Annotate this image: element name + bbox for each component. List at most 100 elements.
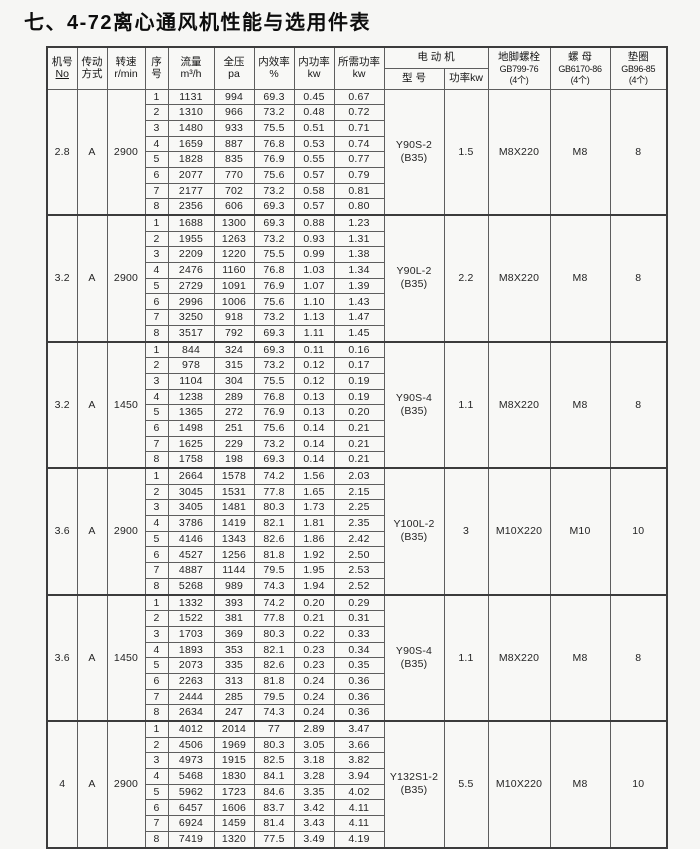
col-header-drive: 传动 方式 bbox=[76, 46, 108, 90]
internal-power-cell: 3.49 bbox=[293, 830, 335, 849]
efficiency-cell: 77 bbox=[253, 719, 295, 738]
flow-cell: 6457 bbox=[167, 799, 215, 817]
required-power-cell: 4.11 bbox=[333, 815, 385, 832]
required-power-cell: 0.21 bbox=[333, 435, 385, 453]
internal-power-cell: 0.23 bbox=[293, 657, 335, 674]
efficiency-cell: 74.3 bbox=[253, 577, 295, 596]
motor-model-cell: Y90S-4 (B35) bbox=[383, 340, 445, 469]
flow-cell: 4146 bbox=[167, 530, 215, 548]
flow-cell: 3786 bbox=[167, 515, 215, 532]
pressure-cell: 1263 bbox=[213, 230, 255, 248]
required-power-cell: 3.94 bbox=[333, 768, 385, 785]
table-row: 5 2729 1091 76.9 1.07 1.39 bbox=[47, 277, 667, 295]
flow-cell: 2634 bbox=[167, 704, 215, 722]
internal-power-cell: 1.56 bbox=[293, 466, 335, 485]
internal-power-cell: 1.92 bbox=[293, 546, 335, 564]
efficiency-cell: 73.2 bbox=[253, 435, 295, 453]
col-header-required-power: 所需功率 kw bbox=[333, 46, 385, 90]
washer-cell: 8 bbox=[609, 340, 668, 469]
pressure-cell: 285 bbox=[213, 688, 255, 706]
pressure-cell: 1343 bbox=[213, 530, 255, 548]
efficiency-cell: 75.6 bbox=[253, 419, 295, 437]
internal-power-cell: 0.20 bbox=[293, 593, 335, 612]
pressure-cell: 304 bbox=[213, 372, 255, 390]
seq-cell: 1 bbox=[144, 719, 169, 738]
pressure-cell: 1915 bbox=[213, 752, 255, 770]
flow-cell: 3405 bbox=[167, 499, 215, 517]
pressure-cell: 272 bbox=[213, 404, 255, 421]
pressure-cell: 1320 bbox=[213, 830, 255, 849]
table-row: 3 3405 1481 80.3 1.73 2.25 bbox=[47, 499, 667, 517]
efficiency-cell: 75.5 bbox=[253, 372, 295, 390]
efficiency-cell: 76.9 bbox=[253, 277, 295, 295]
table-row: 3 1104 304 75.5 0.12 0.19 bbox=[47, 372, 667, 390]
seq-cell: 4 bbox=[144, 641, 169, 659]
motor-model-text: Y132S1-2 bbox=[389, 771, 439, 784]
machine-no-cell: 3.6 bbox=[46, 467, 78, 595]
pressure-cell: 966 bbox=[213, 104, 255, 121]
required-power-cell: 3.66 bbox=[333, 736, 385, 754]
table-row: 3.6 A 1450 1 1332 393 74.2 0.20 0.29 Y90S-4 (B35) 1… bbox=[46, 593, 668, 722]
seq-cell: 5 bbox=[144, 404, 169, 421]
internal-power-cell: 1.95 bbox=[293, 562, 335, 579]
flow-cell: 2263 bbox=[167, 672, 215, 690]
flow-cell: 1480 bbox=[167, 119, 215, 137]
internal-power-cell: 0.57 bbox=[293, 198, 335, 216]
required-power-cell: 0.79 bbox=[333, 166, 385, 184]
machine-no-cell: 3.2 bbox=[46, 340, 78, 469]
required-power-cell: 1.39 bbox=[333, 277, 385, 295]
efficiency-cell: 76.9 bbox=[253, 151, 295, 168]
seq-cell: 2 bbox=[144, 610, 169, 627]
flow-cell: 4973 bbox=[167, 752, 215, 770]
seq-cell: 5 bbox=[144, 277, 169, 295]
internal-power-cell: 2.89 bbox=[293, 719, 335, 738]
flow-cell: 1498 bbox=[167, 419, 215, 437]
drive-cell: A bbox=[76, 467, 108, 595]
speed-cell: 2900 bbox=[106, 214, 146, 342]
seq-cell: 3 bbox=[144, 119, 169, 137]
efficiency-cell: 75.6 bbox=[253, 293, 295, 311]
seq-cell: 1 bbox=[144, 466, 169, 485]
pressure-cell: 381 bbox=[213, 610, 255, 627]
pressure-cell: 1256 bbox=[213, 546, 255, 564]
motor-model-text: Y90S-4 bbox=[395, 391, 433, 404]
pressure-cell: 1220 bbox=[213, 246, 255, 264]
motor-power-cell: 5.5 bbox=[443, 720, 489, 848]
efficiency-cell: 83.7 bbox=[253, 799, 295, 817]
internal-power-cell: 0.13 bbox=[293, 404, 335, 421]
efficiency-cell: 73.2 bbox=[253, 357, 295, 374]
drive-cell: A bbox=[76, 214, 108, 342]
table-row: 2 4506 1969 80.3 3.05 3.66 bbox=[47, 736, 667, 754]
page-title: 七、4-72离心通风机性能与选用件表 bbox=[24, 12, 372, 34]
speed-cell: 1450 bbox=[106, 340, 146, 469]
required-power-cell: 3.47 bbox=[333, 719, 385, 738]
required-power-cell: 2.15 bbox=[333, 483, 385, 501]
table-row: 5 1828 835 76.9 0.55 0.77 bbox=[47, 151, 667, 168]
flow-cell: 2356 bbox=[167, 198, 215, 216]
motor-model-cell: Y90L-2 (B35) bbox=[383, 214, 445, 342]
internal-power-cell: 0.14 bbox=[293, 451, 335, 469]
seq-cell: 2 bbox=[144, 483, 169, 501]
required-power-cell: 2.52 bbox=[333, 577, 385, 596]
efficiency-cell: 73.2 bbox=[253, 104, 295, 121]
efficiency-cell: 81.8 bbox=[253, 672, 295, 690]
seq-cell: 2 bbox=[144, 230, 169, 248]
fan-performance-table: 机号 No 传动 方式 转速 r/min 序 号 流量 m³/h 全压 pa bbox=[46, 46, 668, 849]
table-row: 3 1703 369 80.3 0.22 0.33 bbox=[47, 625, 667, 643]
internal-power-cell: 0.13 bbox=[293, 388, 335, 406]
flow-cell: 1703 bbox=[167, 625, 215, 643]
required-power-cell: 0.72 bbox=[333, 104, 385, 121]
flow-cell: 5962 bbox=[167, 783, 215, 801]
efficiency-cell: 73.2 bbox=[253, 182, 295, 200]
col-header-motor-model: 型 号 bbox=[383, 67, 445, 90]
seq-cell: 4 bbox=[144, 135, 169, 153]
internal-power-cell: 0.21 bbox=[293, 610, 335, 627]
seq-cell: 1 bbox=[144, 340, 169, 359]
motor-power-cell: 1.5 bbox=[443, 88, 489, 216]
required-power-cell: 0.33 bbox=[333, 625, 385, 643]
pressure-cell: 1419 bbox=[213, 515, 255, 532]
motor-model-cell: Y100L-2 (B35) bbox=[383, 467, 445, 595]
pressure-cell: 247 bbox=[213, 704, 255, 722]
pressure-cell: 369 bbox=[213, 625, 255, 643]
flow-cell: 1238 bbox=[167, 388, 215, 406]
